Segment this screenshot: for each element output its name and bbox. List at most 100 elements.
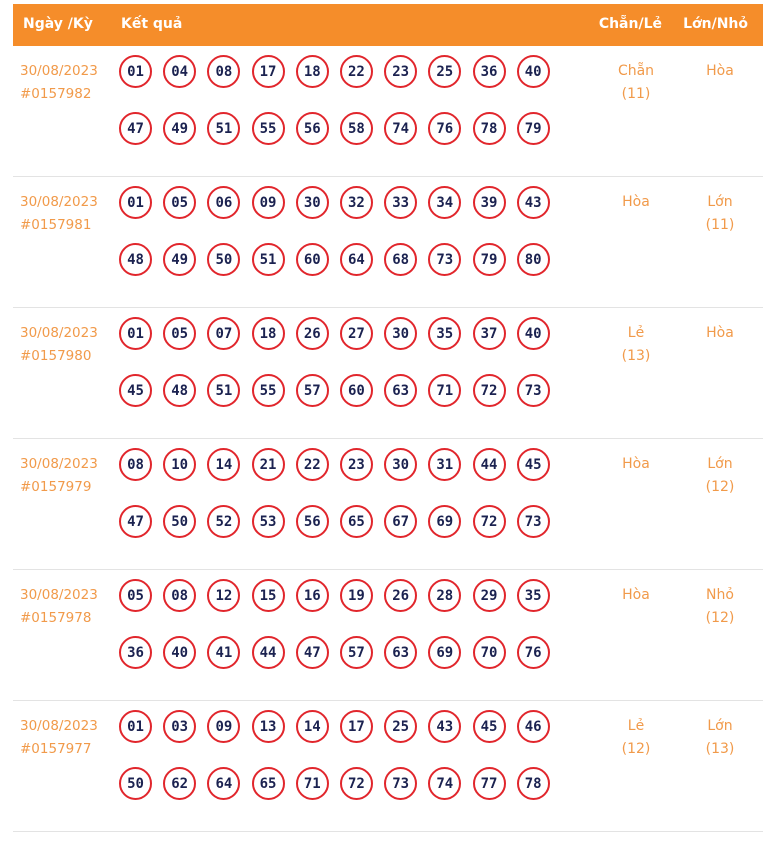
number-row: 36 40 41 44 47 57 63 69 70 76 <box>119 636 569 693</box>
number-ball: 48 <box>163 374 197 407</box>
number-ball: 45 <box>119 374 152 407</box>
number-ball: 45 <box>472 710 506 743</box>
big-small-count: (12) <box>705 479 735 495</box>
number-ball: 78 <box>516 767 550 800</box>
number-ball: 47 <box>295 636 329 669</box>
number-ball: 10 <box>163 448 197 481</box>
big-small-label: Lớn <box>707 194 733 210</box>
number-ball: 01 <box>119 710 152 743</box>
number-ball: 01 <box>119 186 152 219</box>
number-ball: 79 <box>516 112 550 145</box>
number-ball: 44 <box>251 636 285 669</box>
number-row: 47 50 52 53 56 65 67 69 72 73 <box>119 505 569 562</box>
number-ball: 40 <box>516 317 550 350</box>
draw-date-period: 30/08/2023 #0157980 <box>20 322 98 368</box>
number-ball: 21 <box>251 448 285 481</box>
number-ball: 80 <box>516 243 550 276</box>
even-odd-label: Hòa <box>622 587 650 603</box>
even-odd-result: Chẵn (11) <box>596 60 676 106</box>
number-ball: 06 <box>207 186 241 219</box>
number-ball: 13 <box>251 710 285 743</box>
number-ball: 67 <box>384 505 418 538</box>
number-ball: 44 <box>472 448 506 481</box>
number-ball: 30 <box>295 186 329 219</box>
draw-period: #0157980 <box>20 348 92 364</box>
draw-period: #0157978 <box>20 610 92 626</box>
number-ball: 19 <box>339 579 373 612</box>
draw-date: 30/08/2023 <box>20 325 98 341</box>
big-small-result: Lớn (11) <box>680 191 760 237</box>
draw-date: 30/08/2023 <box>20 587 98 603</box>
big-small-count: (13) <box>705 741 735 757</box>
number-ball: 48 <box>119 243 152 276</box>
number-ball: 50 <box>163 505 197 538</box>
number-ball: 57 <box>339 636 373 669</box>
even-odd-result: Hòa <box>596 453 676 476</box>
number-ball: 76 <box>516 636 550 669</box>
number-row: 45 48 51 55 57 60 63 71 72 73 <box>119 374 569 431</box>
number-ball: 17 <box>339 710 373 743</box>
number-ball: 25 <box>428 55 462 88</box>
number-ball: 60 <box>295 243 329 276</box>
draw-date: 30/08/2023 <box>20 718 98 734</box>
number-ball: 73 <box>516 374 550 407</box>
number-ball: 35 <box>428 317 462 350</box>
draw-date-period: 30/08/2023 #0157982 <box>20 60 98 106</box>
even-odd-label: Hòa <box>622 456 650 472</box>
number-ball: 58 <box>339 112 373 145</box>
number-ball: 57 <box>295 374 329 407</box>
number-ball: 12 <box>207 579 241 612</box>
draw-date: 30/08/2023 <box>20 63 98 79</box>
number-ball: 56 <box>295 112 329 145</box>
draw-date-period: 30/08/2023 #0157978 <box>20 584 98 630</box>
number-row: 01 05 06 09 30 32 33 34 39 43 <box>119 186 569 243</box>
number-ball: 07 <box>207 317 241 350</box>
number-row: 01 04 08 17 18 22 23 25 36 40 <box>119 55 569 112</box>
number-row: 48 49 50 51 60 64 68 73 79 80 <box>119 243 569 300</box>
header-big-small: Lớn/Nhỏ <box>683 16 748 32</box>
number-ball: 16 <box>295 579 329 612</box>
number-row: 50 62 64 65 71 72 73 74 77 78 <box>119 767 569 824</box>
number-ball: 08 <box>207 55 241 88</box>
number-ball: 29 <box>472 579 506 612</box>
number-ball: 68 <box>384 243 418 276</box>
big-small-label: Hòa <box>706 325 734 341</box>
number-ball: 52 <box>207 505 241 538</box>
number-ball: 23 <box>384 55 418 88</box>
draw-period: #0157981 <box>20 217 92 233</box>
number-ball: 03 <box>163 710 197 743</box>
table-row: 30/08/2023 #0157979 08 10 14 21 22 23 30 31 44 45 47… <box>13 439 763 570</box>
number-ball: 78 <box>472 112 506 145</box>
result-numbers: 08 10 14 21 22 23 30 31 44 45 47 50 52 53 56 65 67 69 72 73 <box>119 448 569 562</box>
draw-period: #0157982 <box>20 86 92 102</box>
number-ball: 30 <box>384 317 418 350</box>
number-ball: 49 <box>163 243 197 276</box>
number-ball: 69 <box>428 636 462 669</box>
number-ball: 26 <box>295 317 329 350</box>
even-odd-count: (11) <box>621 86 651 102</box>
number-ball: 36 <box>119 636 152 669</box>
number-ball: 08 <box>163 579 197 612</box>
number-ball: 71 <box>295 767 329 800</box>
number-ball: 01 <box>119 317 152 350</box>
number-ball: 30 <box>384 448 418 481</box>
header-date-period: Ngày /Kỳ <box>23 16 93 32</box>
number-ball: 50 <box>207 243 241 276</box>
number-ball: 18 <box>251 317 285 350</box>
number-ball: 73 <box>384 767 418 800</box>
table-row: 30/08/2023 #0157977 01 03 09 13 14 17 25 43 45 46 50… <box>13 701 763 832</box>
number-ball: 36 <box>472 55 506 88</box>
number-ball: 27 <box>339 317 373 350</box>
big-small-result: Hòa <box>680 60 760 83</box>
number-ball: 50 <box>119 767 152 800</box>
big-small-label: Hòa <box>706 63 734 79</box>
number-ball: 46 <box>516 710 550 743</box>
number-ball: 22 <box>339 55 373 88</box>
table-row: 30/08/2023 #0157982 01 04 08 17 18 22 23 25 36 40 47… <box>13 46 763 177</box>
table-row: 30/08/2023 #0157980 01 05 07 18 26 27 30 35 37 40 45… <box>13 308 763 439</box>
number-row: 47 49 51 55 56 58 74 76 78 79 <box>119 112 569 169</box>
draw-date-period: 30/08/2023 #0157981 <box>20 191 98 237</box>
number-row: 05 08 12 15 16 19 26 28 29 35 <box>119 579 569 636</box>
big-small-result: Nhỏ (12) <box>680 584 760 630</box>
number-ball: 05 <box>163 186 197 219</box>
